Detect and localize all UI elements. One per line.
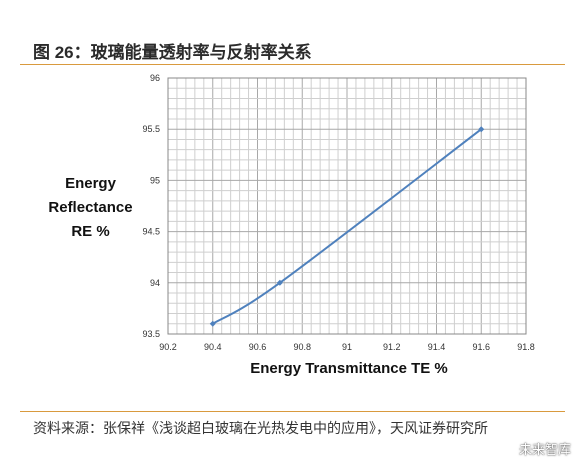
plot-area-frame [167, 77, 527, 335]
line-chart: 93.5 94 94.5 95 95.5 96 90.2 90.4 90.6 90.8 91 91.… [142, 73, 535, 377]
y-tick-label: 95 [150, 175, 160, 185]
x-tick-label: 90.4 [204, 342, 222, 352]
chart-grid [168, 78, 526, 334]
figure-title: 图 26：玻璃能量透射率与反射率关系 [33, 43, 312, 62]
y-tick-labels: 93.5 94 94.5 95 95.5 96 [142, 73, 160, 339]
x-tick-labels: 90.2 90.4 90.6 90.8 91 91.2 91.4 91.6 91.8 [159, 342, 535, 352]
x-tick-label: 91.2 [383, 342, 401, 352]
data-point [276, 279, 283, 286]
data-point [478, 126, 485, 133]
x-tick-label: 91.6 [472, 342, 490, 352]
x-tick-label: 90.6 [249, 342, 267, 352]
x-axis-label: Energy Transmittance TE % [250, 360, 448, 377]
x-tick-label: 90.8 [293, 342, 311, 352]
x-tick-label: 90.2 [159, 342, 177, 352]
y-axis-label-line-1: Energy [65, 175, 116, 192]
data-point [209, 320, 216, 327]
y-axis-label-line-3: RE % [71, 223, 110, 240]
y-axis-label-line-2: Reflectance [48, 199, 133, 216]
x-tick-label: 91 [342, 342, 352, 352]
y-tick-label: 94.5 [142, 227, 160, 237]
x-tick-label: 91.8 [517, 342, 535, 352]
top-divider [20, 64, 565, 65]
y-tick-label: 96 [150, 73, 160, 83]
source-note: 资料来源：张保祥《浅谈超白玻璃在光热发电中的应用》，天风证券研究所 [33, 420, 488, 436]
bottom-divider [20, 411, 565, 412]
chart-series [209, 126, 485, 327]
y-tick-label: 93.5 [142, 329, 160, 339]
y-tick-label: 94 [150, 278, 160, 288]
x-tick-label: 91.4 [428, 342, 446, 352]
y-tick-label: 95.5 [142, 124, 160, 134]
y-axis-label: Energy Reflectance RE % [28, 172, 153, 244]
watermark-text: 未来智库 [518, 442, 571, 457]
series-line [212, 128, 482, 325]
